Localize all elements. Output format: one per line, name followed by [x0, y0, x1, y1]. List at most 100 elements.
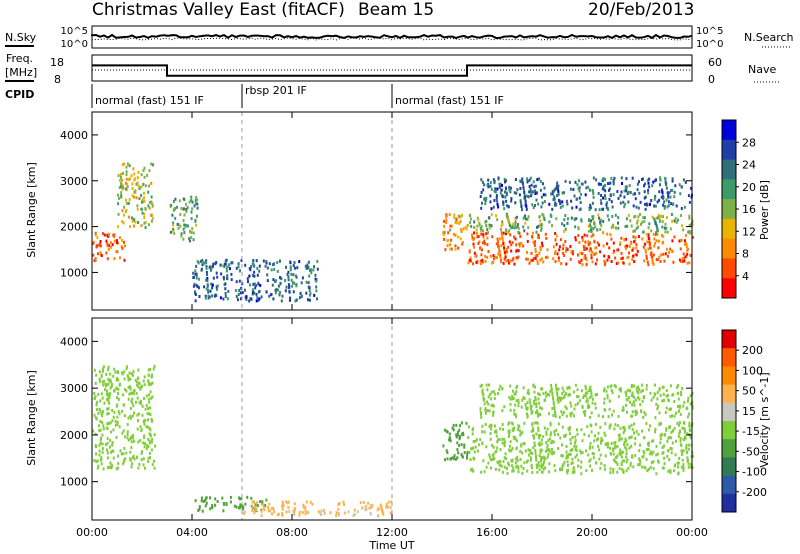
- velocity-cell: [661, 433, 664, 437]
- power-cell: [191, 207, 194, 211]
- power-cell: [496, 256, 499, 260]
- velocity-cell: [608, 426, 611, 430]
- velocity-cell: [573, 444, 576, 448]
- velocity-cell: [561, 425, 564, 429]
- power-cell: [575, 197, 578, 201]
- power-cell: [464, 226, 467, 229]
- velocity-cell: [94, 381, 97, 385]
- velocity-cell: [131, 456, 134, 460]
- velocity-cell: [666, 454, 669, 458]
- power-cell: [187, 224, 189, 228]
- power-cell: [656, 229, 659, 233]
- power-cell: [142, 169, 145, 172]
- velocity-cell: [293, 512, 296, 516]
- velocity-cell: [503, 456, 506, 460]
- velocity-cell: [244, 502, 247, 506]
- velocity-cell: [671, 429, 674, 433]
- velocity-cell: [561, 443, 563, 447]
- power-cell: [470, 259, 472, 263]
- velocity-cell: [111, 383, 113, 387]
- velocity-cell: [576, 388, 579, 392]
- colorbar-tick-label: 50: [742, 385, 756, 398]
- velocity-cell: [666, 439, 669, 443]
- velocity-cell: [624, 445, 627, 449]
- power-cell: [621, 256, 624, 260]
- velocity-cell: [255, 508, 258, 512]
- power-cell: [137, 170, 140, 174]
- velocity-cell: [570, 404, 573, 408]
- velocity-cell: [311, 502, 314, 506]
- power-cell: [520, 241, 523, 245]
- velocity-cell: [679, 436, 682, 440]
- velocity-cell: [591, 401, 594, 405]
- power-cell: [539, 223, 542, 227]
- power-cell: [505, 250, 508, 254]
- velocity-cell: [485, 383, 488, 387]
- velocity-cell: [458, 428, 461, 432]
- velocity-cell: [602, 415, 604, 419]
- velocity-cell: [511, 394, 514, 398]
- power-cell: [144, 184, 147, 188]
- power-cell: [285, 265, 287, 269]
- power-cell: [286, 272, 289, 276]
- velocity-cell: [609, 471, 612, 475]
- power-cell: [538, 177, 541, 181]
- velocity-cell: [95, 403, 98, 407]
- power-cell: [130, 216, 133, 220]
- velocity-cell: [650, 461, 653, 465]
- velocity-cell: [540, 438, 543, 442]
- velocity-cell: [584, 387, 587, 391]
- velocity-cell: [317, 510, 320, 514]
- velocity-cell: [148, 412, 151, 416]
- power-cell: [504, 195, 507, 199]
- power-cell: [604, 178, 607, 182]
- velocity-cell: [261, 500, 264, 504]
- power-cell: [526, 180, 529, 184]
- power-cell: [140, 224, 143, 228]
- velocity-cell: [571, 457, 574, 461]
- velocity-cell: [663, 456, 666, 460]
- power-cell: [131, 187, 134, 190]
- power-cell: [133, 178, 136, 182]
- power-cell: [570, 216, 573, 220]
- velocity-cell: [123, 414, 126, 418]
- velocity-cell: [566, 464, 569, 467]
- power-cell: [207, 294, 210, 298]
- velocity-cell: [665, 428, 668, 432]
- velocity-cell: [459, 435, 461, 439]
- power-cell: [176, 222, 179, 226]
- power-cell: [653, 237, 656, 241]
- velocity-cell: [618, 388, 621, 392]
- power-cell: [473, 225, 476, 229]
- power-cell: [588, 188, 591, 192]
- velocity-cell: [508, 435, 510, 438]
- power-cell: [224, 292, 227, 295]
- power-cell: [540, 226, 543, 230]
- velocity-cell: [609, 423, 612, 427]
- velocity-cell: [526, 401, 529, 404]
- power-cell: [554, 187, 557, 191]
- velocity-cell: [533, 399, 535, 403]
- power-cell: [542, 193, 545, 197]
- velocity-cell: [675, 411, 677, 415]
- velocity-cell: [623, 426, 626, 429]
- velocity-cell: [682, 449, 685, 453]
- velocity-cell: [138, 401, 141, 405]
- power-cell: [660, 214, 662, 218]
- power-cell: [642, 216, 645, 220]
- power-cell: [471, 233, 473, 237]
- power-cell: [647, 181, 650, 185]
- power-cell: [287, 270, 290, 274]
- power-cell: [559, 205, 562, 209]
- power-cell: [195, 223, 198, 227]
- velocity-cell: [644, 466, 647, 470]
- velocity-cell: [677, 461, 680, 465]
- power-cell: [468, 258, 471, 262]
- power-cell: [125, 173, 128, 177]
- power-cell: [215, 294, 218, 297]
- power-cell: [194, 293, 197, 296]
- power-cell: [612, 251, 615, 255]
- power-cell: [635, 243, 638, 247]
- velocity-cell: [112, 374, 115, 378]
